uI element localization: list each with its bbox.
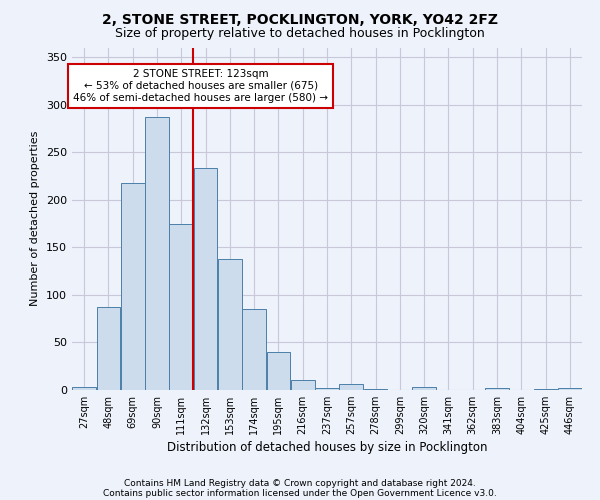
Bar	[291, 380, 314, 390]
Bar	[412, 387, 436, 390]
Bar	[218, 258, 242, 390]
Bar	[194, 168, 217, 390]
X-axis label: Distribution of detached houses by size in Pocklington: Distribution of detached houses by size …	[167, 442, 487, 454]
Y-axis label: Number of detached properties: Number of detached properties	[31, 131, 40, 306]
Bar	[121, 182, 145, 390]
Text: Size of property relative to detached houses in Pocklington: Size of property relative to detached ho…	[115, 28, 485, 40]
Bar	[485, 388, 509, 390]
Bar	[242, 309, 266, 390]
Text: Contains public sector information licensed under the Open Government Licence v3: Contains public sector information licen…	[103, 488, 497, 498]
Bar	[340, 384, 363, 390]
Text: 2, STONE STREET, POCKLINGTON, YORK, YO42 2FZ: 2, STONE STREET, POCKLINGTON, YORK, YO42…	[102, 12, 498, 26]
Bar	[72, 387, 96, 390]
Bar	[558, 388, 582, 390]
Bar	[97, 307, 121, 390]
Bar	[533, 389, 557, 390]
Text: 2 STONE STREET: 123sqm
← 53% of detached houses are smaller (675)
46% of semi-de: 2 STONE STREET: 123sqm ← 53% of detached…	[73, 70, 328, 102]
Bar	[364, 389, 388, 390]
Bar	[266, 352, 290, 390]
Bar	[169, 224, 193, 390]
Bar	[145, 117, 169, 390]
Text: Contains HM Land Registry data © Crown copyright and database right 2024.: Contains HM Land Registry data © Crown c…	[124, 478, 476, 488]
Bar	[315, 388, 339, 390]
